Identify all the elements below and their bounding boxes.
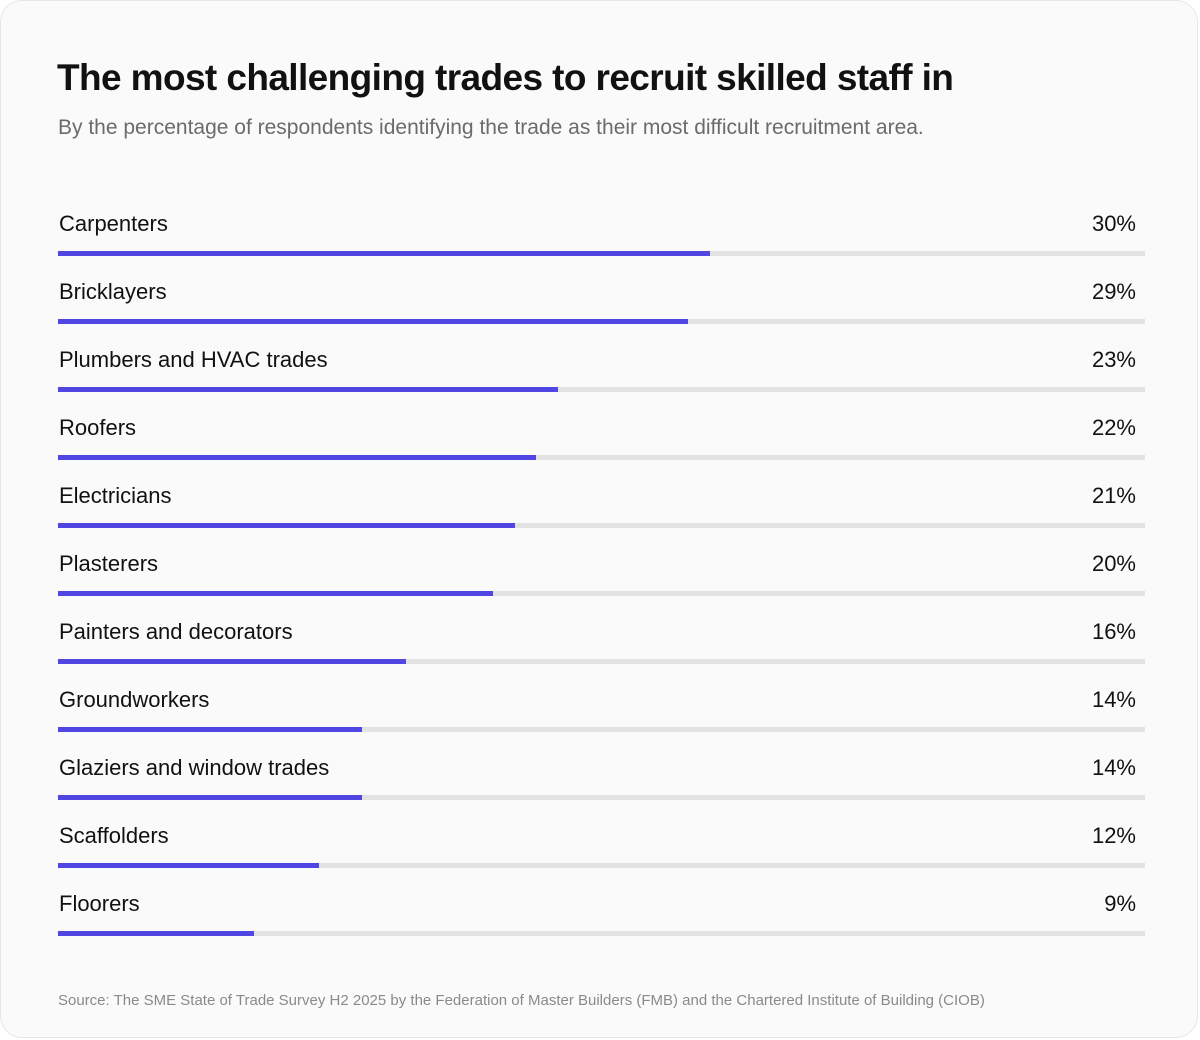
bar-row: Floorers 9% bbox=[58, 871, 1145, 939]
bar-track bbox=[58, 455, 1145, 460]
bar bbox=[58, 659, 406, 664]
category-label: Electricians bbox=[59, 483, 172, 508]
bar-row: Plasterers 20% bbox=[58, 531, 1145, 599]
data-label: 12% bbox=[1091, 823, 1136, 848]
category-label: Groundworkers bbox=[59, 687, 210, 712]
bar-track bbox=[58, 591, 1145, 596]
bar-track bbox=[58, 251, 1145, 256]
bar-track bbox=[58, 319, 1145, 324]
category-label: Roofers bbox=[59, 415, 137, 440]
bar-row: Glaziers and window trades 14% bbox=[58, 735, 1145, 803]
bar-row: Painters and decorators 16% bbox=[58, 599, 1145, 667]
bar-row: Groundworkers 14% bbox=[58, 667, 1145, 735]
category-label: Plumbers and HVAC trades bbox=[59, 347, 328, 372]
chart-subtitle: By the percentage of respondents identif… bbox=[58, 116, 924, 139]
bar-track bbox=[58, 523, 1145, 528]
data-label: 14% bbox=[1091, 755, 1136, 780]
bar-row: Roofers 22% bbox=[58, 395, 1145, 463]
data-label: 23% bbox=[1091, 347, 1136, 372]
chart-title: The most challenging trades to recruit s… bbox=[57, 57, 954, 98]
data-label: 20% bbox=[1091, 551, 1136, 576]
bar bbox=[58, 727, 362, 732]
bar-track bbox=[58, 727, 1145, 732]
bar bbox=[58, 455, 536, 460]
category-label: Painters and decorators bbox=[59, 619, 293, 644]
bar-row: Bricklayers 29% bbox=[58, 259, 1145, 327]
data-label: 22% bbox=[1091, 415, 1136, 440]
bar-track bbox=[58, 795, 1145, 800]
bar-row: Scaffolders 12% bbox=[58, 803, 1145, 871]
bar bbox=[58, 863, 319, 868]
category-label: Glaziers and window trades bbox=[59, 755, 330, 780]
source-note: Source: The SME State of Trade Survey H2… bbox=[58, 992, 985, 1009]
bar-track bbox=[58, 931, 1145, 936]
category-label: Plasterers bbox=[59, 551, 159, 576]
category-label: Carpenters bbox=[59, 211, 168, 236]
bar-track bbox=[58, 659, 1145, 664]
data-label: 16% bbox=[1091, 619, 1136, 644]
bar bbox=[58, 387, 558, 392]
bar bbox=[58, 931, 254, 936]
data-label: 14% bbox=[1091, 687, 1136, 712]
data-label: 21% bbox=[1091, 483, 1136, 508]
category-label: Scaffolders bbox=[59, 823, 169, 848]
bar-track bbox=[58, 387, 1145, 392]
data-label: 9% bbox=[1104, 891, 1136, 916]
bar-row: Carpenters 30% bbox=[58, 191, 1145, 259]
bar bbox=[58, 591, 493, 596]
bar-row: Plumbers and HVAC trades 23% bbox=[58, 327, 1145, 395]
bar bbox=[58, 795, 362, 800]
bar bbox=[58, 251, 710, 256]
data-label: 29% bbox=[1091, 279, 1136, 304]
bar-track bbox=[58, 863, 1145, 868]
bar bbox=[58, 523, 515, 528]
category-label: Floorers bbox=[59, 891, 140, 916]
data-label: 30% bbox=[1091, 211, 1136, 236]
category-label: Bricklayers bbox=[59, 279, 167, 304]
bar bbox=[58, 319, 688, 324]
bar-row: Electricians 21% bbox=[58, 463, 1145, 531]
